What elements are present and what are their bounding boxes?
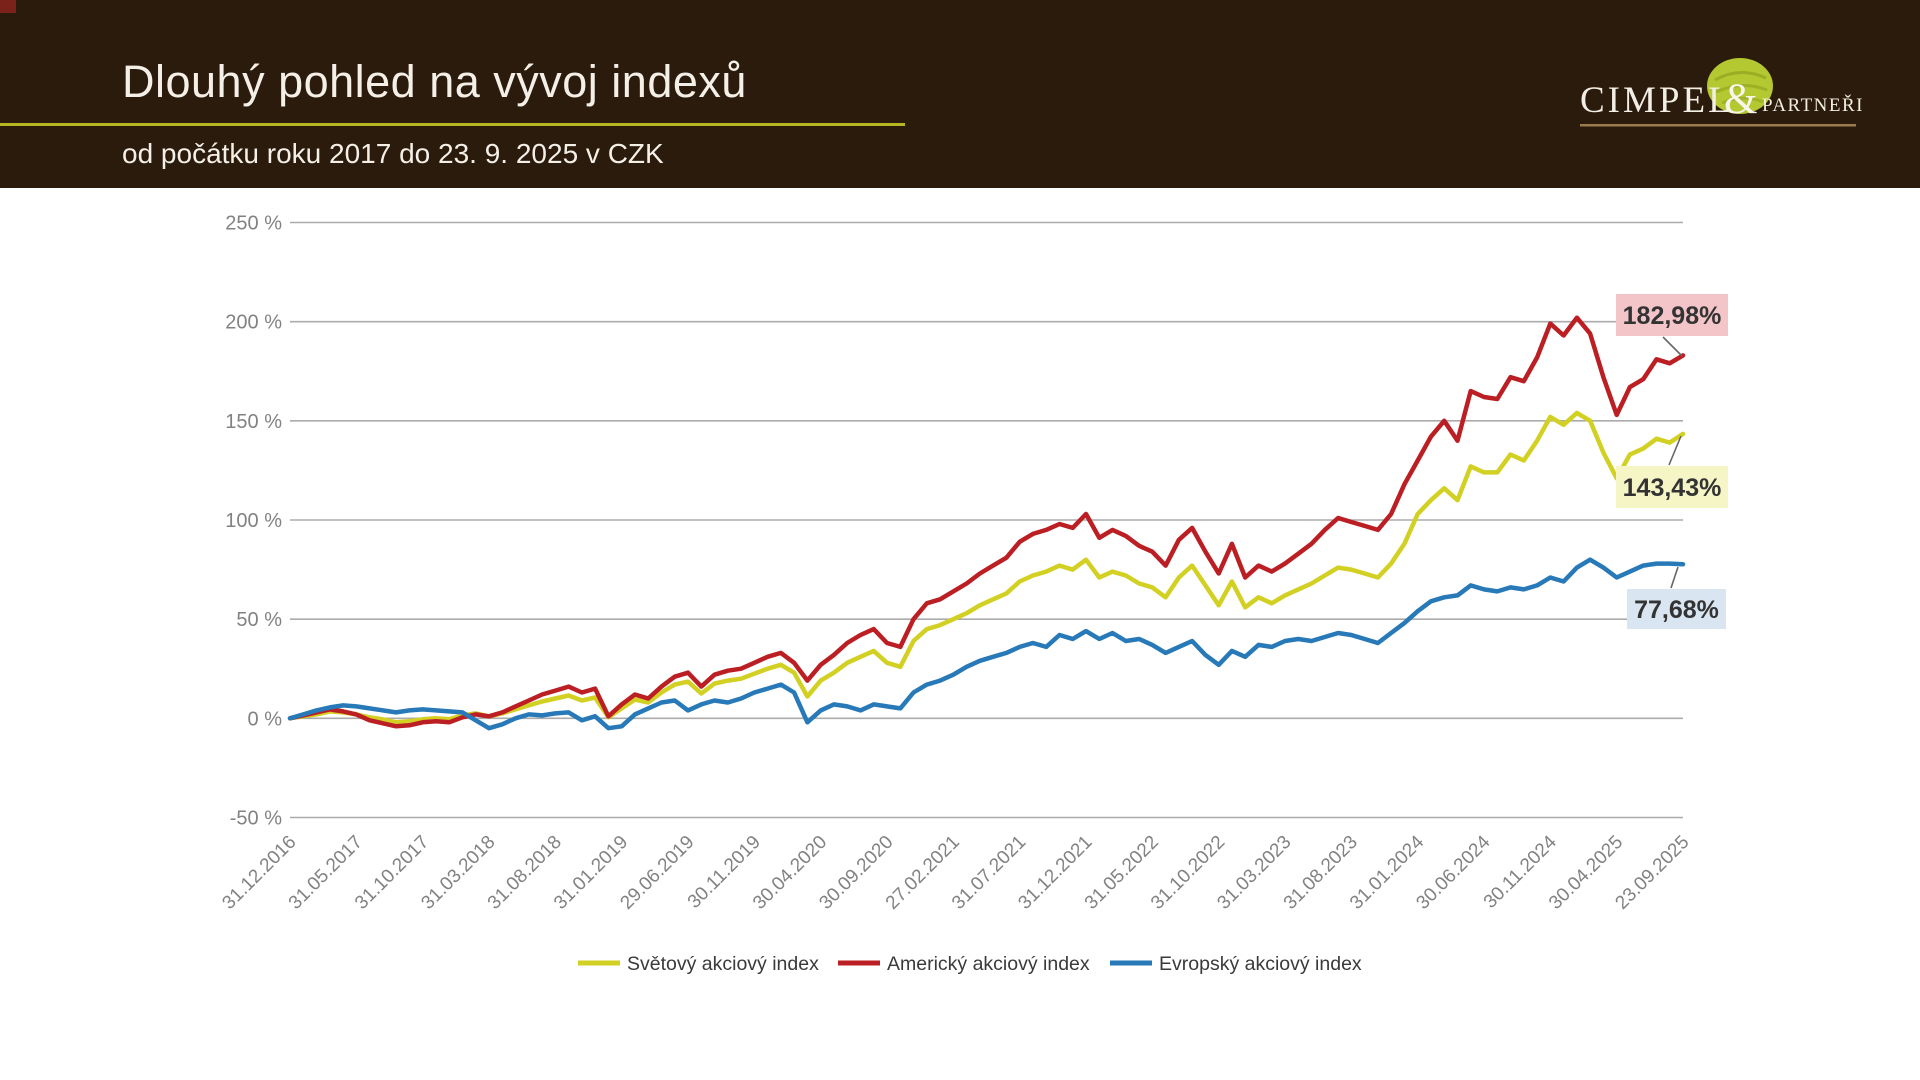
y-tick-label: -50 %	[230, 807, 282, 829]
callout-leader-line	[1662, 336, 1683, 357]
legend-label: Evropský akciový index	[1159, 953, 1362, 975]
end-value-label: 77,68%	[1634, 596, 1719, 624]
gridlines	[290, 221, 1683, 819]
series-line	[287, 315, 1686, 729]
title-underline	[0, 123, 905, 126]
logo-company-name: CIMPEL	[1580, 80, 1734, 121]
series-lines	[287, 315, 1686, 731]
index-chart: 250 % 200 % 150 % 100 % 50 % 0 % -50 % 31.12.2…	[218, 212, 1728, 975]
end-value-callouts: 143,43% 182,98% 77,68%	[1616, 294, 1728, 629]
chart-legend: Světový akciový index Americký akciový in…	[578, 953, 1362, 975]
legend-label: Světový akciový index	[627, 953, 819, 975]
callout-leader-line	[1670, 566, 1679, 589]
callout-box	[1627, 589, 1726, 629]
y-tick-label: 250 %	[225, 212, 282, 234]
series-line	[287, 557, 1686, 731]
y-axis-labels: 250 % 200 % 150 % 100 % 50 % 0 % -50 %	[225, 212, 282, 829]
end-value-label: 143,43%	[1623, 474, 1722, 502]
logo-ampersand: &	[1724, 76, 1757, 123]
y-tick-label: 100 %	[225, 510, 282, 532]
end-value-label: 182,98%	[1623, 302, 1722, 330]
screen-corner-artifact	[0, 0, 16, 13]
page-subtitle: od počátku roku 2017 do 23. 9. 2025 v CZ…	[122, 138, 664, 169]
company-logo: CIMPEL & PARTNEŘI	[1580, 58, 1864, 127]
logo-partners-text: PARTNEŘI	[1762, 94, 1864, 116]
y-tick-label: 200 %	[225, 312, 282, 334]
series-line	[287, 410, 1686, 725]
callout-leader-line	[1668, 435, 1682, 466]
y-tick-label: 150 %	[225, 411, 282, 433]
logo-scribble-icon	[1707, 58, 1773, 114]
header-banner: Dlouhý pohled na vývoj indexů od počátku…	[0, 0, 1920, 188]
y-tick-label: 50 %	[236, 609, 282, 631]
x-axis-labels: 31.12.201631.05.201731.10.201731.03.2018…	[218, 831, 1693, 913]
callout-box	[1616, 466, 1728, 508]
page-title: Dlouhý pohled na vývoj indexů	[122, 56, 747, 107]
y-tick-label: 0 %	[248, 708, 283, 730]
callout-box	[1616, 294, 1728, 336]
legend-label: Americký akciový index	[887, 953, 1090, 975]
logo-underline	[1580, 124, 1856, 127]
